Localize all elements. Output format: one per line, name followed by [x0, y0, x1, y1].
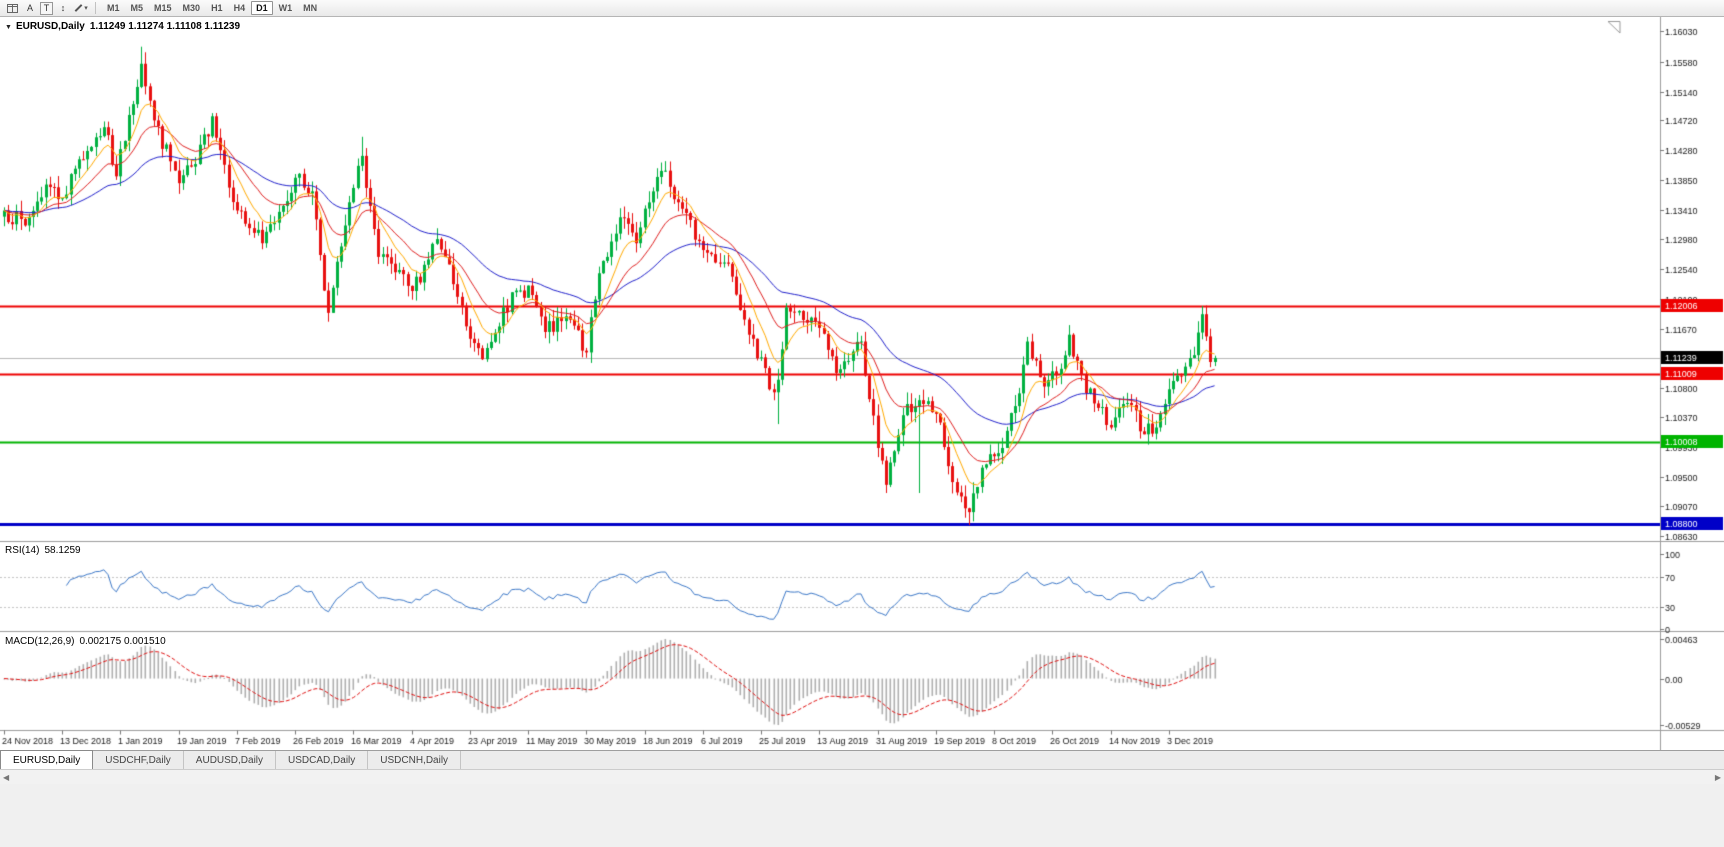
tab-usdchf[interactable]: USDCHF,Daily	[93, 751, 184, 769]
pencil-icon	[74, 4, 83, 12]
tab-scrollbar[interactable]: ◀ ▶	[0, 769, 1724, 784]
tab-eurusd[interactable]: EURUSD,Daily	[0, 750, 94, 769]
chart-windows-icon[interactable]	[4, 1, 20, 15]
scroll-left-icon[interactable]: ◀	[3, 772, 10, 782]
bottom-filler	[0, 784, 1724, 847]
text-tool[interactable]: T	[40, 1, 53, 15]
timeframe-m5[interactable]: M5	[130, 3, 144, 13]
timeframe-bar: M1 M5 M15 M30 H1 H4 D1 W1 MN	[102, 1, 322, 15]
price-chart-canvas[interactable]	[0, 17, 1724, 750]
tab-audusd[interactable]: AUDUSD,Daily	[184, 751, 277, 769]
chevron-down-icon: ▾	[84, 5, 88, 12]
chart-tabbar: EURUSD,Daily USDCHF,Daily AUDUSD,Daily USDC…	[0, 750, 1724, 769]
collapse-arrow-icon[interactable]: ▼	[5, 24, 12, 31]
timeframe-d1[interactable]: D1	[251, 1, 273, 15]
timeframe-m1[interactable]: M1	[107, 3, 120, 13]
toolbar: A T ↕ ▾ M1 M5 M15 M30 H1 H4 D1 W1 MN	[0, 0, 1724, 17]
timeframe-m30[interactable]: M30	[182, 3, 201, 13]
cursor-tool[interactable]: A	[26, 3, 33, 13]
tab-usdcnh[interactable]: USDCNH,Daily	[368, 751, 462, 769]
timeframe-m15[interactable]: M15	[154, 3, 172, 13]
timeframe-h4[interactable]: H4	[233, 3, 246, 13]
tab-usdcad[interactable]: USDCAD,Daily	[276, 751, 369, 769]
draw-tool[interactable]: ▾	[73, 1, 89, 15]
timeframe-w1[interactable]: W1	[278, 3, 293, 13]
toolbar-separator	[95, 2, 96, 14]
scroll-right-icon[interactable]: ▶	[1714, 772, 1721, 782]
timeframe-mn[interactable]: MN	[303, 3, 318, 13]
chart-area[interactable]: ▼ EURUSD,Daily 1.11249 1.11274 1.11108 1.1…	[0, 17, 1724, 750]
timeframe-h1[interactable]: H1	[211, 3, 223, 13]
crosshair-tool[interactable]: ↕	[60, 3, 66, 13]
